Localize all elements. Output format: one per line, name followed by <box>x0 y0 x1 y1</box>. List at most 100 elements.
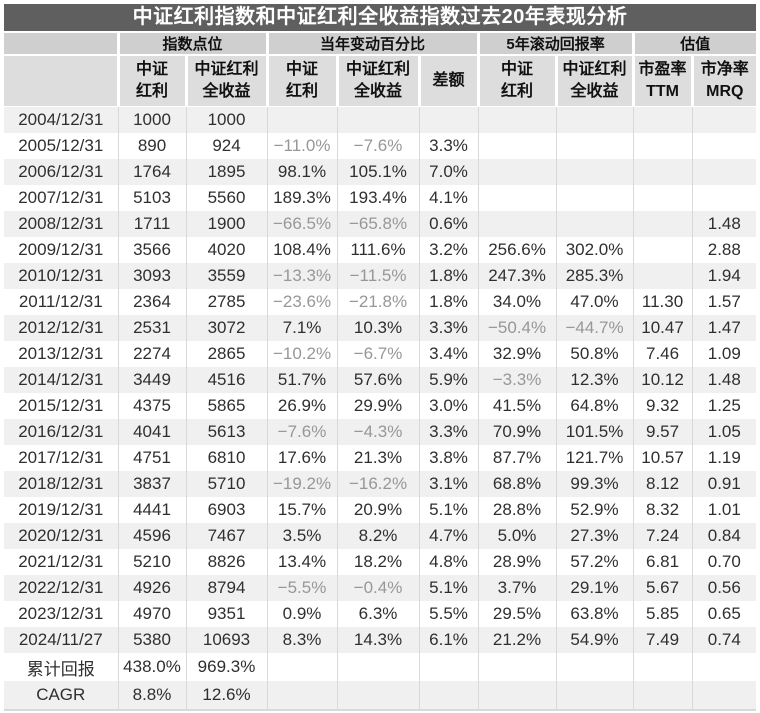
value-cell <box>477 159 557 185</box>
value-cell <box>632 133 693 159</box>
value-cell: 2274 <box>117 341 186 367</box>
value-cell <box>336 653 420 681</box>
value-cell: 54.9% <box>555 627 634 653</box>
table-row: 2017/12/31 4751 6810 17.6% 21.3% 3.8% 87.7% 121… <box>4 445 757 471</box>
value-cell: 5380 <box>117 627 186 653</box>
value-cell <box>555 133 634 159</box>
value-cell: 3.3% <box>418 315 479 341</box>
value-cell: 47.0% <box>555 289 634 315</box>
value-cell: 10.3% <box>336 315 420 341</box>
row-label-cell: 2004/12/31 <box>18 110 104 129</box>
summary-row: CAGR 8.8% 12.6% <box>4 681 757 710</box>
value-cell: −19.2% <box>266 471 338 497</box>
value-cell: 5613 <box>185 419 268 445</box>
value-cell: 6.81 <box>632 549 693 575</box>
value-cell: 0.56 <box>691 575 757 601</box>
group-header-annual-change-pct: 当年变动百分比 <box>265 33 479 56</box>
value-cell: 1.8% <box>418 289 479 315</box>
table-row: 2020/12/31 4596 7467 3.5% 8.2% 4.7% 5.0% 27.3% 7… <box>4 523 757 549</box>
value-cell: 4020 <box>185 237 268 263</box>
value-cell: 1.19 <box>691 445 757 471</box>
value-cell: −5.5% <box>266 575 338 601</box>
value-cell <box>477 653 557 681</box>
value-cell: 1.48 <box>691 211 757 237</box>
value-cell <box>555 653 634 681</box>
table-row: 2021/12/31 5210 8826 13.4% 18.2% 4.8% 28.9% 57.… <box>4 549 757 575</box>
value-cell <box>555 159 634 185</box>
row-label-cell: 累计回报 <box>26 659 95 679</box>
value-cell: −6.7% <box>336 341 420 367</box>
value-cell: 52.9% <box>555 497 634 523</box>
value-cell: 7467 <box>185 523 268 549</box>
value-cell: 63.8% <box>555 601 634 627</box>
value-cell: 7.1% <box>266 315 338 341</box>
value-cell <box>418 106 479 133</box>
value-cell: 4751 <box>117 445 186 471</box>
value-cell: 1.01 <box>691 497 757 523</box>
value-cell: −7.6% <box>336 133 420 159</box>
table-row: 2006/12/31 1764 1895 98.1% 105.1% 7.0% <box>4 159 757 185</box>
value-cell: 68.8% <box>477 471 557 497</box>
value-cell: 3.5% <box>266 523 338 549</box>
group-header-index-points: 指数点位 <box>116 33 268 56</box>
value-cell: 15.7% <box>266 497 338 523</box>
value-cell: 18.2% <box>336 549 420 575</box>
value-cell: 0.6% <box>418 211 479 237</box>
value-cell: 5710 <box>185 471 268 497</box>
value-cell: −3.3% <box>477 367 557 393</box>
value-cell: 8826 <box>185 549 268 575</box>
value-cell: 0.65 <box>691 601 757 627</box>
value-cell: 29.5% <box>477 601 557 627</box>
value-cell: 121.7% <box>555 445 634 471</box>
row-label-cell: 2023/12/31 <box>18 604 104 623</box>
value-cell: 6903 <box>185 497 268 523</box>
value-cell: −4.3% <box>336 419 420 445</box>
table-row: 2008/12/31 1711 1900 −66.5% −65.8% 0.6% 1.48 <box>4 211 757 237</box>
value-cell: 1.94 <box>691 263 757 289</box>
value-cell: 1.47 <box>691 315 757 341</box>
value-cell: 193.4% <box>336 185 420 211</box>
value-cell: 34.0% <box>477 289 557 315</box>
value-cell: 70.9% <box>477 419 557 445</box>
value-cell <box>477 681 557 710</box>
value-cell: 3566 <box>117 237 186 263</box>
value-cell: 9.32 <box>632 393 693 419</box>
value-cell: 51.7% <box>266 367 338 393</box>
col-header-csi-dividend-points: 中证 红利 <box>116 55 186 107</box>
value-cell <box>632 653 693 681</box>
value-cell: 5210 <box>117 549 186 575</box>
value-cell: 29.1% <box>555 575 634 601</box>
value-cell: 8.12 <box>632 471 693 497</box>
value-cell: 247.3% <box>477 263 557 289</box>
value-cell <box>555 681 634 710</box>
value-cell: 3.3% <box>418 133 479 159</box>
value-cell: 1000 <box>117 106 186 133</box>
value-cell: 21.2% <box>477 627 557 653</box>
value-cell: 12.6% <box>185 681 268 710</box>
value-cell: 8.8% <box>117 681 186 710</box>
table-row: 2018/12/31 3837 5710 −19.2% −16.2% 3.1% 68.8% 9… <box>4 471 757 497</box>
value-cell <box>632 237 693 263</box>
value-cell: 8.3% <box>266 627 338 653</box>
value-cell <box>477 106 557 133</box>
value-cell: 26.9% <box>266 393 338 419</box>
value-cell <box>691 185 757 211</box>
value-cell <box>632 263 693 289</box>
value-cell <box>266 681 338 710</box>
row-label-cell: 2006/12/31 <box>18 162 104 181</box>
value-cell: 57.2% <box>555 549 634 575</box>
value-cell <box>336 681 420 710</box>
row-label-cell: 2010/12/31 <box>18 266 104 285</box>
value-cell: 890 <box>117 133 186 159</box>
table-row: 2007/12/31 5103 5560 189.3% 193.4% 4.1% <box>4 185 757 211</box>
row-label-cell: 2011/12/31 <box>18 292 103 311</box>
row-label-cell: 2021/12/31 <box>18 552 104 571</box>
value-cell: 28.8% <box>477 497 557 523</box>
value-cell: 4.1% <box>418 185 479 211</box>
value-cell: −66.5% <box>266 211 338 237</box>
value-cell: 1.48 <box>691 367 757 393</box>
value-cell: −0.4% <box>336 575 420 601</box>
col-header-pe-ttm: 市盈率 TTM <box>631 55 693 107</box>
row-label-cell: CAGR <box>36 685 86 704</box>
value-cell: 1.8% <box>418 263 479 289</box>
